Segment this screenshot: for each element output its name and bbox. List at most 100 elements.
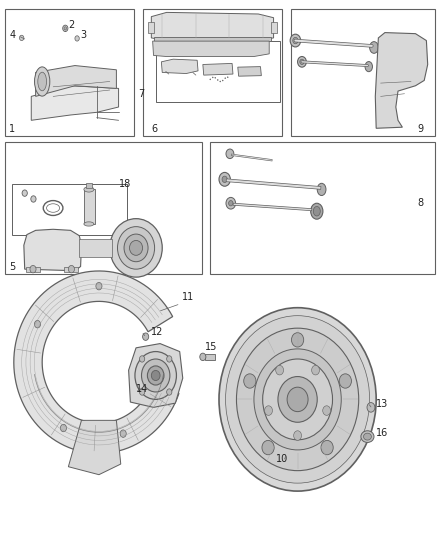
Ellipse shape — [219, 308, 376, 491]
Bar — [5, 142, 201, 274]
Text: 7: 7 — [138, 89, 145, 99]
Circle shape — [293, 431, 301, 440]
Ellipse shape — [263, 359, 332, 440]
Circle shape — [229, 200, 233, 206]
Polygon shape — [31, 86, 119, 120]
Circle shape — [290, 34, 300, 47]
Circle shape — [222, 176, 227, 182]
Circle shape — [220, 81, 221, 82]
Bar — [271, 22, 277, 33]
Text: 16: 16 — [376, 428, 389, 438]
Text: 3: 3 — [80, 29, 86, 39]
Ellipse shape — [370, 42, 378, 53]
Text: 13: 13 — [376, 399, 389, 409]
Ellipse shape — [291, 333, 304, 347]
Text: 14: 14 — [136, 384, 148, 394]
Ellipse shape — [287, 387, 308, 411]
Circle shape — [19, 35, 24, 41]
Ellipse shape — [84, 187, 94, 192]
Circle shape — [225, 78, 226, 79]
Polygon shape — [238, 67, 261, 76]
Circle shape — [60, 424, 67, 432]
Bar — [5, 9, 134, 136]
Circle shape — [226, 197, 236, 209]
Ellipse shape — [38, 72, 46, 91]
Polygon shape — [152, 41, 269, 56]
Circle shape — [31, 196, 36, 202]
Bar — [64, 266, 78, 272]
Polygon shape — [161, 59, 198, 74]
Polygon shape — [24, 229, 81, 271]
Circle shape — [311, 366, 319, 375]
Text: 9: 9 — [418, 124, 424, 134]
Circle shape — [300, 59, 304, 64]
Bar — [26, 266, 40, 272]
Text: 4: 4 — [10, 29, 16, 39]
Text: 8: 8 — [418, 198, 424, 208]
Text: 15: 15 — [205, 342, 217, 352]
Circle shape — [68, 265, 74, 273]
Ellipse shape — [244, 374, 256, 388]
Ellipse shape — [278, 376, 317, 422]
Circle shape — [96, 282, 102, 290]
Circle shape — [63, 25, 68, 31]
Circle shape — [35, 320, 41, 328]
Ellipse shape — [130, 240, 143, 255]
Circle shape — [323, 406, 331, 415]
Bar — [205, 354, 215, 360]
Ellipse shape — [117, 227, 155, 269]
Ellipse shape — [141, 359, 170, 392]
Text: 1: 1 — [10, 124, 16, 134]
Ellipse shape — [35, 67, 50, 96]
Text: 11: 11 — [182, 292, 194, 302]
Bar — [210, 142, 435, 274]
Ellipse shape — [237, 328, 359, 471]
Ellipse shape — [339, 374, 351, 388]
Circle shape — [227, 77, 228, 78]
Circle shape — [75, 36, 79, 41]
Ellipse shape — [135, 352, 177, 399]
Circle shape — [166, 389, 172, 395]
Circle shape — [210, 79, 211, 80]
Ellipse shape — [148, 366, 164, 385]
Circle shape — [265, 406, 272, 415]
Text: 6: 6 — [151, 124, 157, 134]
Circle shape — [293, 37, 298, 44]
Ellipse shape — [84, 222, 94, 226]
Polygon shape — [151, 12, 274, 41]
Ellipse shape — [110, 219, 162, 277]
Polygon shape — [375, 33, 427, 128]
Text: 18: 18 — [119, 180, 131, 189]
Ellipse shape — [313, 206, 320, 216]
Bar — [12, 184, 127, 235]
Circle shape — [139, 356, 145, 362]
Polygon shape — [35, 66, 117, 96]
Ellipse shape — [262, 440, 274, 455]
Ellipse shape — [317, 183, 326, 196]
Text: 12: 12 — [151, 327, 164, 337]
Ellipse shape — [365, 62, 372, 71]
Circle shape — [120, 430, 126, 438]
Ellipse shape — [321, 440, 333, 455]
Circle shape — [219, 172, 230, 186]
Circle shape — [297, 56, 306, 67]
Circle shape — [64, 27, 67, 30]
Polygon shape — [129, 344, 183, 407]
Ellipse shape — [311, 203, 323, 219]
Circle shape — [217, 79, 218, 80]
Bar — [79, 239, 112, 257]
Polygon shape — [203, 63, 233, 75]
Circle shape — [139, 389, 145, 395]
Circle shape — [276, 366, 283, 375]
Circle shape — [143, 333, 149, 341]
Circle shape — [166, 356, 172, 362]
Bar — [84, 189, 95, 224]
Polygon shape — [68, 421, 121, 475]
Ellipse shape — [364, 433, 371, 440]
Polygon shape — [14, 271, 179, 454]
Bar — [86, 182, 92, 188]
Ellipse shape — [226, 316, 370, 483]
Ellipse shape — [151, 370, 160, 381]
Circle shape — [30, 265, 36, 273]
Text: 5: 5 — [10, 262, 16, 272]
